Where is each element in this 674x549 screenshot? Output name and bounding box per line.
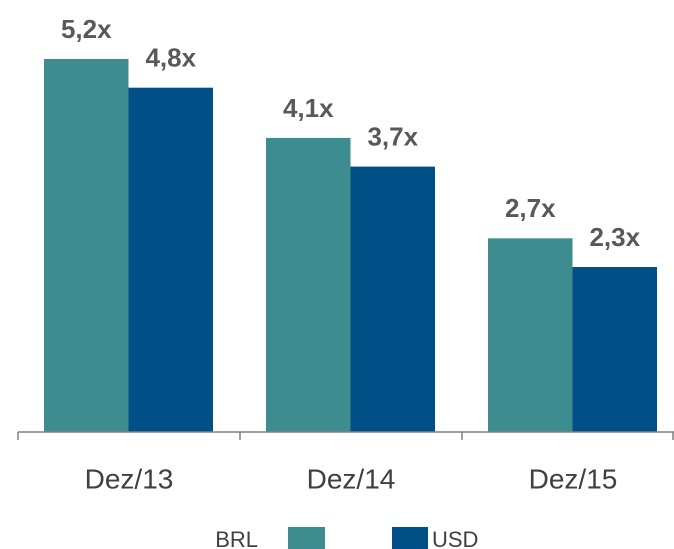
value-label: 5,2x <box>61 14 112 44</box>
legend-label: BRL <box>215 527 258 549</box>
legend-swatch <box>392 527 428 549</box>
value-label: 4,1x <box>283 93 334 123</box>
bar <box>266 137 351 432</box>
bar <box>44 59 129 432</box>
x-tick-label: Dez/14 <box>307 463 396 494</box>
x-tick-label: Dez/15 <box>529 463 618 494</box>
value-label: 4,8x <box>145 43 196 73</box>
value-label: 2,7x <box>505 193 556 223</box>
bar <box>488 238 573 432</box>
value-label: 2,3x <box>589 222 640 252</box>
value-label: 3,7x <box>367 121 418 151</box>
x-tick-label: Dez/13 <box>85 463 174 494</box>
bar <box>128 87 213 432</box>
bar <box>572 267 657 432</box>
bar <box>350 166 435 432</box>
legend-swatch <box>288 527 325 549</box>
legend-label: USD <box>432 527 478 549</box>
